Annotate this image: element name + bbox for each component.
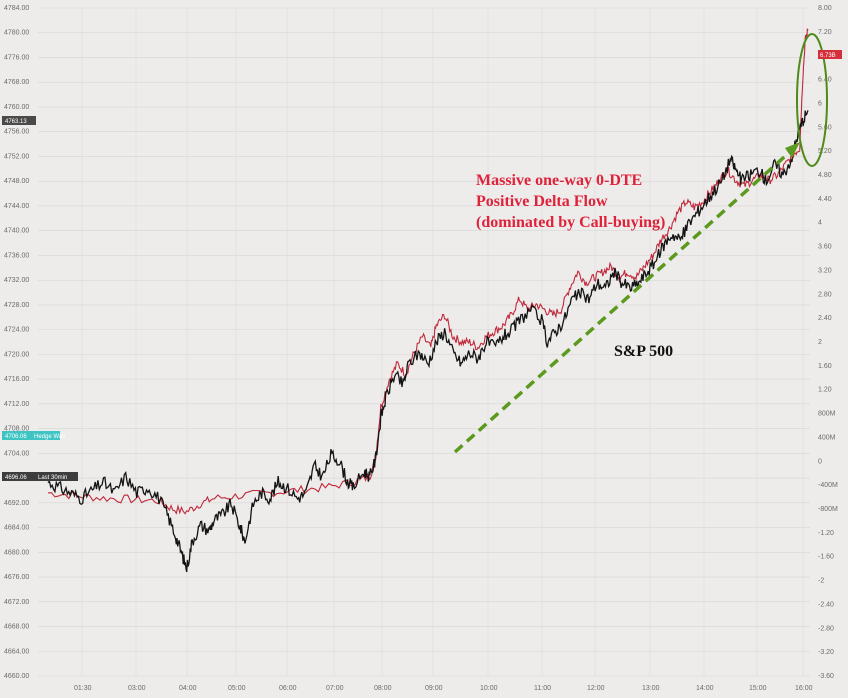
x-tick-label: 10:00 (480, 685, 498, 692)
left-tick-label: 4704.00 (4, 450, 29, 457)
right-tick-label: -1.20 (818, 530, 834, 537)
right-tick-label: -1.60 (818, 554, 834, 561)
highlight-ellipse (796, 33, 828, 167)
hedge-tag-value: 4706.06 (5, 434, 27, 440)
left-tick-label: 4752.00 (4, 153, 29, 160)
x-tick-label: 11:00 (534, 685, 551, 692)
x-tick-label: 06:00 (279, 685, 297, 692)
right-tick-label: 6 (818, 100, 822, 107)
right-tick-label: 2.40 (818, 315, 832, 322)
trend-arrow-head (785, 142, 800, 158)
series-group (47, 28, 809, 573)
right-tick-label: 2.80 (818, 291, 832, 298)
delta-tag: 6.73B (820, 53, 836, 59)
x-tick-label: 01:30 (74, 685, 92, 692)
annotation-line-3: (dominated by Call-buying) (476, 214, 665, 231)
left-tick-label: 4776.00 (4, 54, 29, 61)
left-tick-label: 4684.00 (4, 525, 29, 532)
x-tick-label: 07:00 (326, 685, 344, 692)
right-tick-label: -3.20 (818, 649, 834, 656)
start-tag-value: 4696.06 (5, 475, 27, 481)
right-tick-label: 4 (818, 220, 822, 227)
right-tick-label: -2.80 (818, 625, 834, 632)
left-tick-label: 4780.00 (4, 30, 29, 37)
right-tick-label: 7.20 (818, 29, 832, 36)
x-tick-label: 14:00 (696, 685, 714, 692)
left-tick-label: 4676.00 (4, 574, 29, 581)
x-tick-label: 05:00 (228, 685, 246, 692)
right-tick-label: -2 (818, 578, 824, 585)
right-tick-label: 800M (818, 411, 836, 418)
right-tick-label: -2.40 (818, 601, 834, 608)
left-tick-label: 4724.00 (4, 327, 29, 334)
x-tick-label: 03:00 (128, 685, 146, 692)
right-tick-label: 1.20 (818, 387, 832, 394)
right-tick-label: 4.80 (818, 172, 832, 179)
x-tick-label: 08:00 (374, 685, 392, 692)
right-tick-label: 3.60 (818, 244, 832, 251)
left-tick-label: 4692.00 (4, 500, 29, 507)
left-tick-label: 4716.00 (4, 376, 29, 383)
left-tick-label: 4660.00 (4, 673, 29, 680)
right-tick-label: 2 (818, 339, 822, 346)
right-tick-label: -400M (818, 482, 838, 489)
right-tick-label: -800M (818, 506, 838, 513)
series-label-sp500: S&P 500 (614, 343, 673, 360)
right-tick-label: 6.40 (818, 77, 832, 84)
right-y-axis: 8.007.206.806.4065.605.204.804.4043.603.… (818, 5, 838, 680)
overlay: Massive one-way 0-DTE Positive Delta Flo… (2, 33, 842, 481)
right-tick-label: 0 (818, 458, 822, 465)
left-tick-label: 4732.00 (4, 277, 29, 284)
left-tick-label: 4680.00 (4, 549, 29, 556)
right-tick-label: 1.60 (818, 363, 832, 370)
hedge-tag-bg (2, 431, 60, 440)
delta-tag-bg (818, 50, 842, 59)
x-tick-label: 12:00 (587, 685, 605, 692)
left-tick-label: 4664.00 (4, 648, 29, 655)
left-tick-label: 4672.00 (4, 599, 29, 606)
left-tick-label: 4740.00 (4, 228, 29, 235)
sp500-line (47, 110, 809, 573)
price-tag: 4763.13 (5, 119, 27, 125)
grid (38, 7, 810, 677)
left-tick-label: 4736.00 (4, 252, 29, 259)
x-tick-label: 16:00 (795, 685, 813, 692)
delta-flow-line (47, 28, 809, 515)
x-tick-label: 09:00 (425, 685, 443, 692)
right-tick-label: 3.20 (818, 267, 832, 274)
left-tick-label: 4760.00 (4, 104, 29, 111)
left-tick-label: 4728.00 (4, 302, 29, 309)
x-tick-label: 04:00 (179, 685, 197, 692)
annotation-line-1: Massive one-way 0-DTE (476, 172, 642, 189)
right-tick-label: 8.00 (818, 5, 832, 12)
right-tick-label: 4.40 (818, 196, 832, 203)
left-tick-label: 4668.00 (4, 624, 29, 631)
right-tick-label: 5.20 (818, 148, 832, 155)
trend-arrow-line (453, 148, 794, 454)
x-axis: 01:30 03:00 04:00 05:00 06:00 07:00 08:00 09:00… (74, 685, 813, 692)
hedge-tag-label: Hedge Wall (34, 434, 65, 440)
start-tag-bg (2, 472, 78, 481)
left-tick-label: 4712.00 (4, 401, 29, 408)
x-tick-label: 15:00 (749, 685, 767, 692)
left-tick-label: 4748.00 (4, 178, 29, 185)
left-tick-label: 4720.00 (4, 351, 29, 358)
left-tick-label: 4744.00 (4, 203, 29, 210)
right-tick-label: -3.60 (818, 673, 834, 680)
right-tick-label: 400M (818, 434, 836, 441)
price-tag-bg (2, 116, 36, 125)
left-tick-label: 4708.00 (4, 426, 29, 433)
start-tag-label: Last 30min (38, 475, 67, 481)
left-tick-label: 4784.00 (4, 5, 29, 12)
left-tick-label: 4756.00 (4, 129, 29, 136)
x-tick-label: 13:00 (642, 685, 660, 692)
left-tick-label: 4768.00 (4, 79, 29, 86)
annotation-line-2: Positive Delta Flow (476, 193, 608, 210)
